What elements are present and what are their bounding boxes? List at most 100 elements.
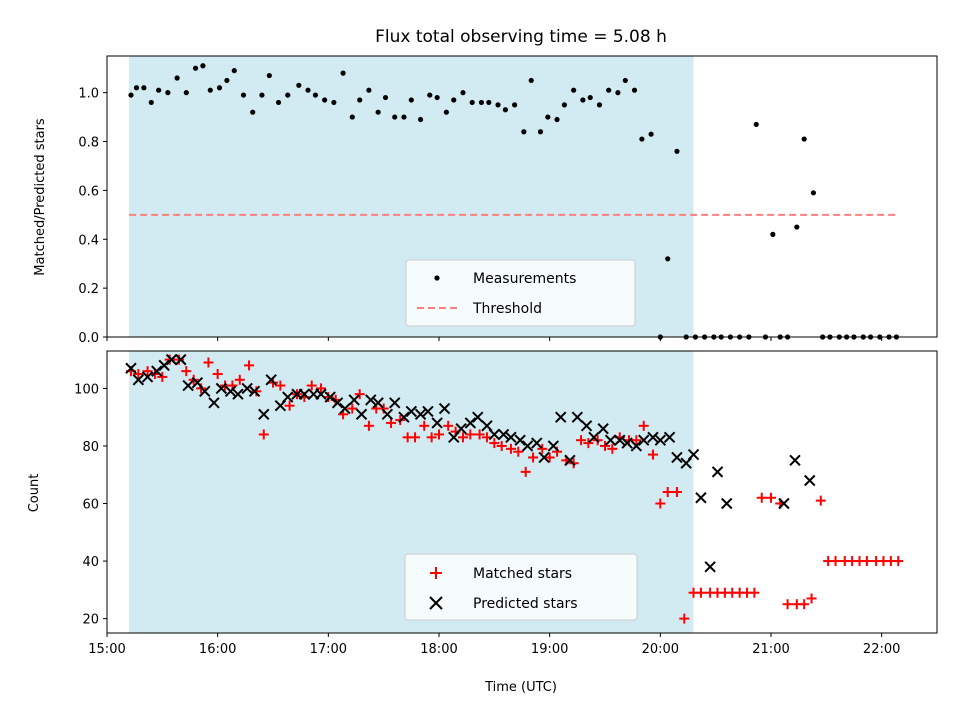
matched-star-point xyxy=(315,383,326,394)
predicted-star-point xyxy=(398,411,410,423)
predicted-star-point xyxy=(175,353,187,366)
measurement-point xyxy=(174,75,180,81)
x-axis-label: Time (UTC) xyxy=(484,680,557,695)
predicted-star-point xyxy=(505,431,517,444)
matched-star-point xyxy=(782,599,793,610)
predicted-star-point xyxy=(431,417,443,429)
measurement-point xyxy=(639,136,645,142)
matched-star-point xyxy=(496,440,507,451)
matched-star-point xyxy=(607,443,618,454)
measurement-point xyxy=(357,97,363,103)
predicted-stars-points xyxy=(125,353,816,573)
measurement-point xyxy=(322,97,328,103)
x-tick-label: 19:00 xyxy=(531,642,568,657)
measurement-point xyxy=(224,77,230,84)
predicted-star-point xyxy=(158,359,170,372)
predicted-star-point xyxy=(614,434,626,446)
matched-star-point xyxy=(419,420,430,431)
predicted-stars-legend-marker xyxy=(429,596,443,610)
top-y-axis-ticks: 0.0 0.2 0.4 0.6 0.8 1.0 xyxy=(78,87,107,346)
measurement-point xyxy=(451,97,457,103)
y-tick-label: 0.2 xyxy=(78,282,99,297)
predicted-star-point xyxy=(355,408,368,421)
matched-star-point xyxy=(695,587,706,598)
matched-star-point xyxy=(157,371,168,382)
matched-star-point xyxy=(410,432,421,443)
matched-star-point xyxy=(655,498,666,509)
measurement-point xyxy=(305,87,311,93)
matched-star-point xyxy=(181,366,192,377)
measurement-point xyxy=(382,94,389,101)
measurement-point xyxy=(375,109,381,115)
predicted-star-point xyxy=(405,405,418,418)
predicted-star-point xyxy=(315,388,327,400)
matched-star-point xyxy=(631,435,642,446)
predicted-star-point xyxy=(695,492,707,504)
measurement-point xyxy=(674,148,680,154)
matched-star-point xyxy=(799,599,810,610)
y-tick-label: 100 xyxy=(74,382,99,397)
predicted-star-point xyxy=(464,417,477,429)
measurement-point xyxy=(460,90,466,96)
predicted-star-point xyxy=(654,434,667,446)
x-tick-label: 18:00 xyxy=(420,642,457,657)
matched-star-point xyxy=(306,380,317,391)
predicted-star-point xyxy=(663,431,676,444)
measurement-point xyxy=(266,72,272,79)
matched-star-point xyxy=(861,556,872,567)
matched-star-point xyxy=(251,386,262,397)
measurement-point xyxy=(753,121,759,128)
measurement-point xyxy=(631,87,638,93)
predicted-star-point xyxy=(165,353,178,366)
matched-star-point xyxy=(164,354,175,365)
y-tick-label: 0.8 xyxy=(78,136,99,151)
matched-star-point xyxy=(133,369,144,380)
matched-star-point xyxy=(679,613,690,624)
predicted-star-point xyxy=(630,440,643,452)
matched-star-point xyxy=(749,587,760,598)
matched-star-point xyxy=(544,452,555,463)
measurement-point xyxy=(141,85,147,91)
measurement-point xyxy=(349,114,355,120)
measurement-point xyxy=(401,114,407,120)
predicted-star-point xyxy=(514,434,526,446)
matched-star-point xyxy=(386,417,397,428)
matched-star-point xyxy=(465,429,476,440)
matched-star-point xyxy=(662,487,673,497)
matched-star-point xyxy=(347,403,358,414)
matched-star-point xyxy=(258,429,269,440)
y-tick-label: 60 xyxy=(82,498,99,513)
bottom-legend: Matched stars Predicted stars xyxy=(404,553,638,621)
measurement-point xyxy=(128,92,134,98)
predicted-star-point xyxy=(588,431,600,444)
measurement-point xyxy=(486,99,492,106)
predicted-star-point xyxy=(711,466,724,478)
top-legend-box xyxy=(405,259,636,327)
measurement-point xyxy=(478,99,485,106)
predicted-star-point xyxy=(604,434,617,446)
matched-stars-points xyxy=(125,354,904,624)
measurement-point xyxy=(434,94,440,101)
measurement-point xyxy=(148,99,154,106)
predicted-star-point xyxy=(555,411,567,423)
matched-star-point xyxy=(443,420,454,431)
measurement-point xyxy=(537,129,544,135)
matched-star-point xyxy=(893,556,904,567)
matched-star-point xyxy=(815,495,826,506)
predicted-star-point xyxy=(265,374,277,386)
measurement-points xyxy=(128,63,900,340)
predicted-star-point xyxy=(721,497,733,510)
predicted-star-point xyxy=(571,411,584,423)
predicted-star-point xyxy=(597,422,609,435)
predicted-star-point xyxy=(348,394,360,406)
measurement-point xyxy=(615,90,621,96)
predicted-star-point xyxy=(298,388,311,400)
predicted-star-point xyxy=(199,385,211,397)
matched-star-point xyxy=(363,420,374,431)
x-tick-label: 15:00 xyxy=(88,642,125,657)
y-tick-label: 20 xyxy=(82,613,99,628)
predicted-star-point xyxy=(422,405,434,418)
matched-star-point xyxy=(426,432,437,443)
matched-star-point xyxy=(756,492,767,503)
